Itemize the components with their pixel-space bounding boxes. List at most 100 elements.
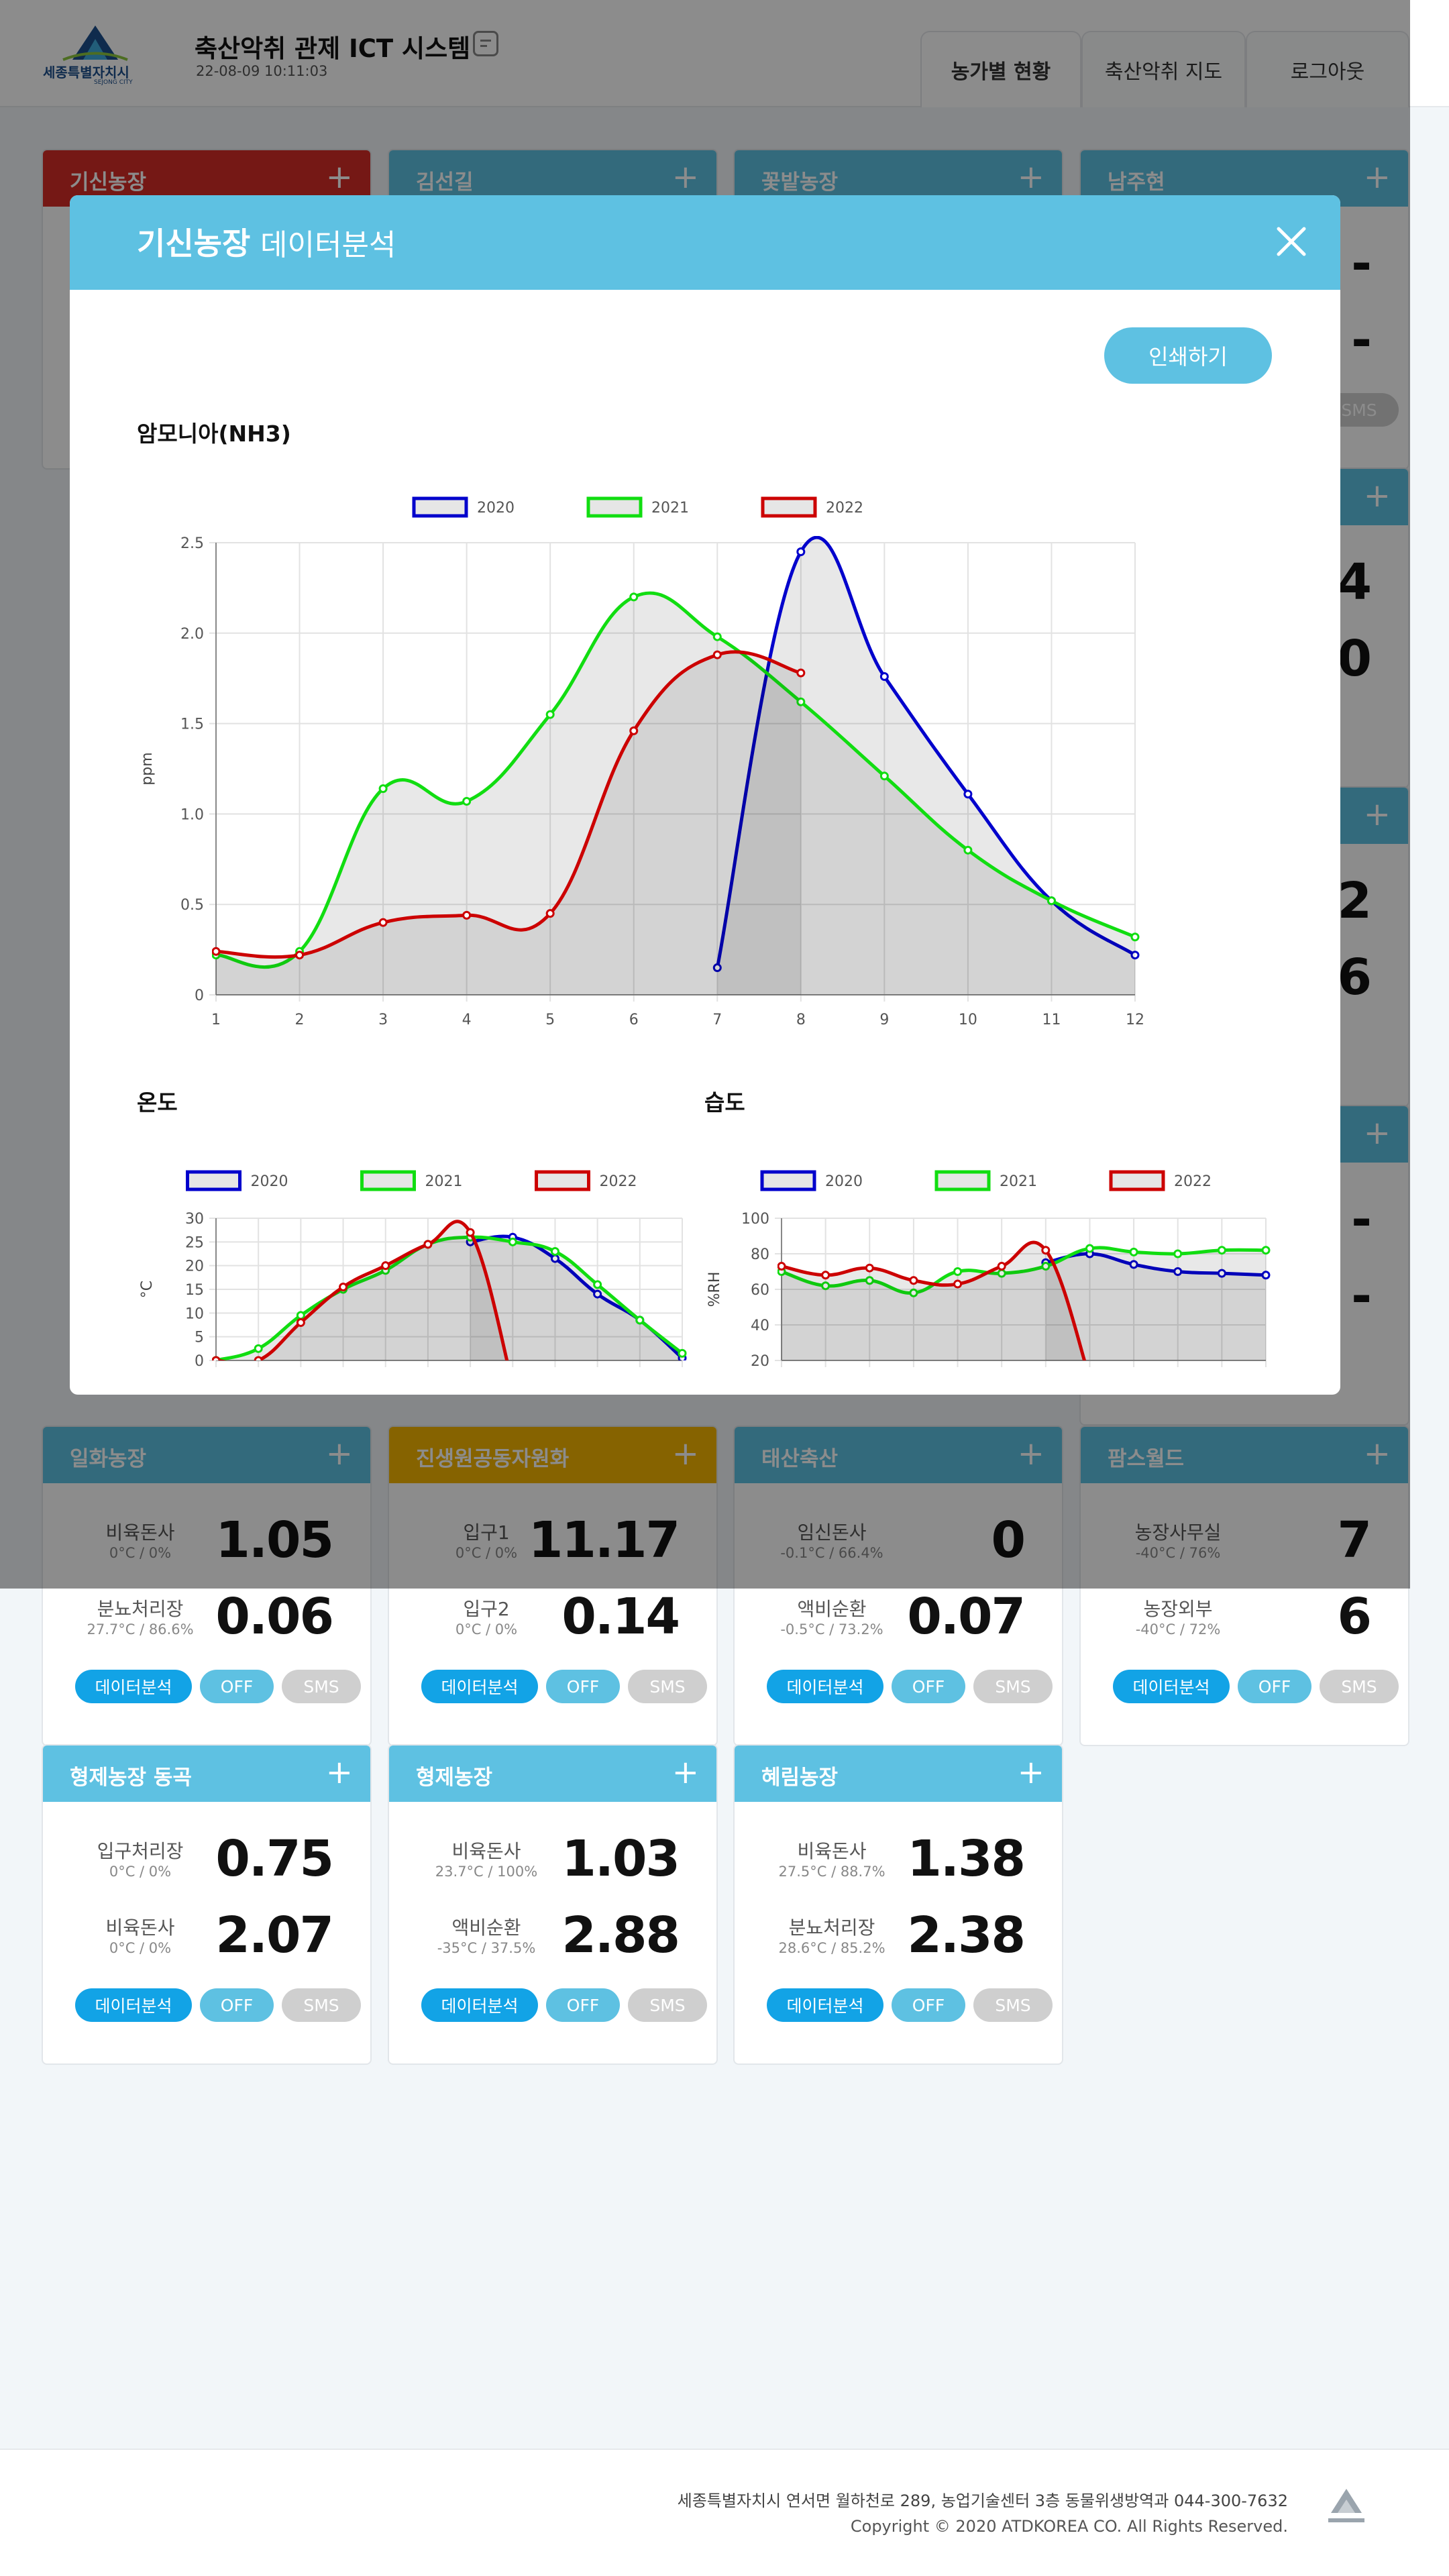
series-area-2022 xyxy=(216,651,801,995)
y-tick-label: 80 xyxy=(751,1246,769,1263)
plus-icon[interactable]: + xyxy=(1363,158,1391,196)
memo-icon[interactable] xyxy=(473,31,498,56)
data-point-2022 xyxy=(462,910,472,920)
data-analysis-button[interactable]: 데이터분석 xyxy=(75,1670,192,1703)
data-point-2021 xyxy=(678,1348,687,1358)
sensor-value: - xyxy=(1351,235,1372,292)
sensor-env: 0°C / 0% xyxy=(109,1940,172,1956)
data-point-2021 xyxy=(1085,1244,1094,1253)
data-point-2022 xyxy=(295,951,305,960)
card-header[interactable]: 일화농장 + xyxy=(43,1427,370,1483)
sms-button[interactable]: SMS xyxy=(282,1670,361,1703)
data-point-2022 xyxy=(378,918,388,927)
data-point-2022 xyxy=(339,1282,348,1291)
y-tick-label: 20 xyxy=(751,1353,769,1370)
data-analysis-button[interactable]: 데이터분석 xyxy=(767,1670,883,1703)
sensor-value: 7 xyxy=(1337,1511,1372,1569)
close-icon[interactable] xyxy=(1275,225,1308,258)
off-toggle-button[interactable]: OFF xyxy=(546,1670,620,1703)
sensor-row: - xyxy=(1081,1260,1408,1334)
sensor-value: 2.38 xyxy=(907,1907,1026,1964)
data-point-2022 xyxy=(212,947,221,956)
farm-card: 형제농장 + 비육돈사 23.7°C / 100% 1.03 액비순환 -35°C / 37… xyxy=(388,1744,718,2065)
tab-farm-status[interactable]: 농가별 현황 xyxy=(920,31,1081,107)
off-toggle-button[interactable]: OFF xyxy=(892,1670,965,1703)
plus-icon[interactable]: + xyxy=(672,158,699,196)
off-toggle-button[interactable]: OFF xyxy=(546,1988,620,2022)
data-point-2020 xyxy=(593,1289,602,1299)
sensor-name: 비육돈사 xyxy=(105,1917,175,1939)
sms-button[interactable]: SMS xyxy=(628,1670,707,1703)
sms-button[interactable]: SMS xyxy=(628,1988,707,2022)
off-toggle-button[interactable]: OFF xyxy=(1238,1670,1311,1703)
data-analysis-button[interactable]: 데이터분석 xyxy=(421,1670,538,1703)
plus-icon[interactable]: + xyxy=(325,1754,353,1791)
card-header[interactable]: 혜림농장 + xyxy=(735,1746,1062,1802)
tab-odor-map[interactable]: 축산악취 지도 xyxy=(1081,31,1246,107)
plus-icon[interactable]: + xyxy=(672,1754,699,1791)
card-header[interactable]: 형제농장 + xyxy=(389,1746,716,1802)
plus-icon[interactable]: + xyxy=(1017,1435,1044,1472)
plus-icon[interactable]: + xyxy=(672,1435,699,1472)
card-header[interactable]: 진생원공동자원화 + xyxy=(389,1427,716,1483)
card-header[interactable]: 형제농장 동곡 + xyxy=(43,1746,370,1802)
sms-button[interactable]: SMS xyxy=(973,1988,1053,2022)
tab-logout[interactable]: 로그아웃 xyxy=(1246,31,1409,107)
sms-button[interactable]: SMS xyxy=(973,1670,1053,1703)
data-point-2021 xyxy=(508,1237,517,1246)
sensor-name: 입구1 xyxy=(463,1521,510,1544)
series-line-2020 xyxy=(1045,1252,1267,1277)
plus-icon[interactable]: + xyxy=(325,158,353,196)
y-tick-label: 0 xyxy=(195,1353,204,1370)
legend-label-2022: 2022 xyxy=(826,500,863,517)
sensor-row: - xyxy=(1081,305,1408,378)
data-point-2022 xyxy=(381,1261,390,1271)
system-title: 축산악취 관제 ICT 시스템 xyxy=(195,34,471,63)
plus-icon[interactable]: + xyxy=(325,1435,353,1472)
plus-icon[interactable]: + xyxy=(1363,477,1391,515)
off-toggle-button[interactable]: OFF xyxy=(200,1988,274,2022)
modal-header: 기신농장 데이터분석 xyxy=(70,195,1340,290)
sensor-env: 0°C / 0% xyxy=(455,1621,518,1638)
x-tick-label: 3 xyxy=(378,1012,388,1028)
plot-area xyxy=(212,536,1140,995)
data-point-2022 xyxy=(909,1276,918,1285)
plus-icon[interactable]: + xyxy=(1363,1435,1391,1472)
sensor-value: 1.38 xyxy=(907,1830,1026,1888)
data-analysis-button[interactable]: 데이터분석 xyxy=(1113,1670,1230,1703)
print-button[interactable]: 인쇄하기 xyxy=(1104,327,1272,384)
plus-icon[interactable]: + xyxy=(1017,158,1044,196)
humidity-section-title: 습도 xyxy=(704,1089,745,1116)
data-point-2022 xyxy=(423,1240,433,1249)
sensor-row: 비육돈사 0°C / 0% 2.07 xyxy=(43,1900,370,1974)
x-tick-label: 12 xyxy=(1126,1012,1144,1028)
data-point-2022 xyxy=(865,1263,874,1273)
card-farm-name: 혜림농장 xyxy=(761,1766,839,1790)
sejong-logo[interactable]: 세종특별자치시 SEJONG CITY xyxy=(43,23,157,87)
data-analysis-button[interactable]: 데이터분석 xyxy=(767,1988,883,2022)
sms-button[interactable]: SMS xyxy=(1320,1670,1399,1703)
legend-swatch-2020 xyxy=(412,496,468,518)
data-point-2020 xyxy=(1261,1271,1271,1280)
data-analysis-button[interactable]: 데이터분석 xyxy=(421,1988,538,2022)
farm-card: 형제농장 동곡 + 입구처리장 0°C / 0% 0.75 비육돈사 0°C / 0% 2.0… xyxy=(42,1744,372,2065)
card-header[interactable]: 팜스월드 + xyxy=(1081,1427,1408,1483)
series-area-2021 xyxy=(216,1237,682,1360)
sms-button[interactable]: SMS xyxy=(282,1988,361,2022)
sensor-row: 0 xyxy=(1081,623,1408,697)
plus-icon[interactable]: + xyxy=(1363,796,1391,833)
data-analysis-button[interactable]: 데이터분석 xyxy=(75,1988,192,2022)
data-point-2021 xyxy=(378,784,388,794)
off-toggle-button[interactable]: OFF xyxy=(892,1988,965,2022)
y-tick-label: 0 xyxy=(195,987,204,1004)
data-point-2020 xyxy=(879,672,889,682)
off-toggle-button[interactable]: OFF xyxy=(200,1670,274,1703)
plus-icon[interactable]: + xyxy=(1017,1754,1044,1791)
plus-icon[interactable]: + xyxy=(1363,1114,1391,1152)
y-tick-label: 40 xyxy=(751,1318,769,1334)
sensor-env: 0°C / 0% xyxy=(109,1864,172,1880)
card-header[interactable]: 태산축산 + xyxy=(735,1427,1062,1483)
